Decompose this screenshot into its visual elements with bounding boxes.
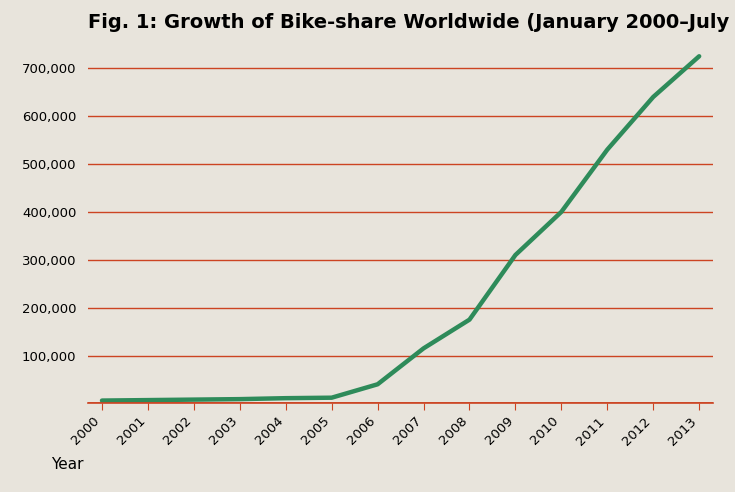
Text: Fig. 1: Growth of Bike-share Worldwide (January 2000–July 2013): Fig. 1: Growth of Bike-share Worldwide (… [88, 13, 735, 31]
Text: Year: Year [51, 458, 84, 472]
